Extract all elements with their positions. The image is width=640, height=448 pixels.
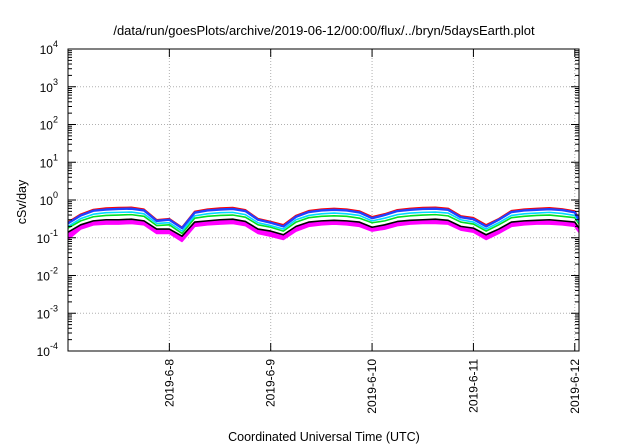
y-tick-label: 10-4 — [37, 341, 58, 359]
chart-title: /data/run/goesPlots/archive/2019-06-12/0… — [113, 23, 535, 38]
grid-lines — [68, 49, 579, 351]
tick-marks — [68, 48, 579, 352]
x-tick-label: 2019-6-9 — [264, 359, 278, 407]
y-tick-label: 10-1 — [37, 228, 58, 246]
y-tick-label: 102 — [40, 115, 58, 133]
series-line — [67, 207, 581, 230]
y-tick-label: 100 — [40, 190, 58, 208]
series-line — [67, 213, 580, 235]
series-line — [67, 211, 580, 232]
y-tick-labels: 10-4 10-3 10-2 10-1 100 101 102 103 104 — [37, 39, 58, 359]
y-tick-label: 10-2 — [37, 266, 58, 284]
series-layer — [67, 206, 581, 243]
y-axis-label: cSv/day — [15, 179, 29, 224]
series-line — [67, 218, 580, 237]
x-tick-label: 2019-6-10 — [365, 359, 379, 414]
series-line — [67, 222, 580, 243]
x-tick-labels: 2019-6-8 2019-6-9 2019-6-10 2019-6-11 2019-6… — [162, 359, 581, 414]
x-tick-label: 2019-6-12 — [568, 359, 582, 414]
x-tick-label: 2019-6-8 — [162, 359, 176, 407]
y-tick-label: 103 — [40, 77, 58, 95]
x-tick-label: 2019-6-11 — [466, 359, 480, 413]
x-axis-label: Coordinated Universal Time (UTC) — [228, 430, 420, 444]
y-tick-label: 101 — [40, 152, 58, 170]
y-tick-label: 104 — [40, 39, 58, 57]
y-tick-label: 10-3 — [37, 303, 58, 321]
